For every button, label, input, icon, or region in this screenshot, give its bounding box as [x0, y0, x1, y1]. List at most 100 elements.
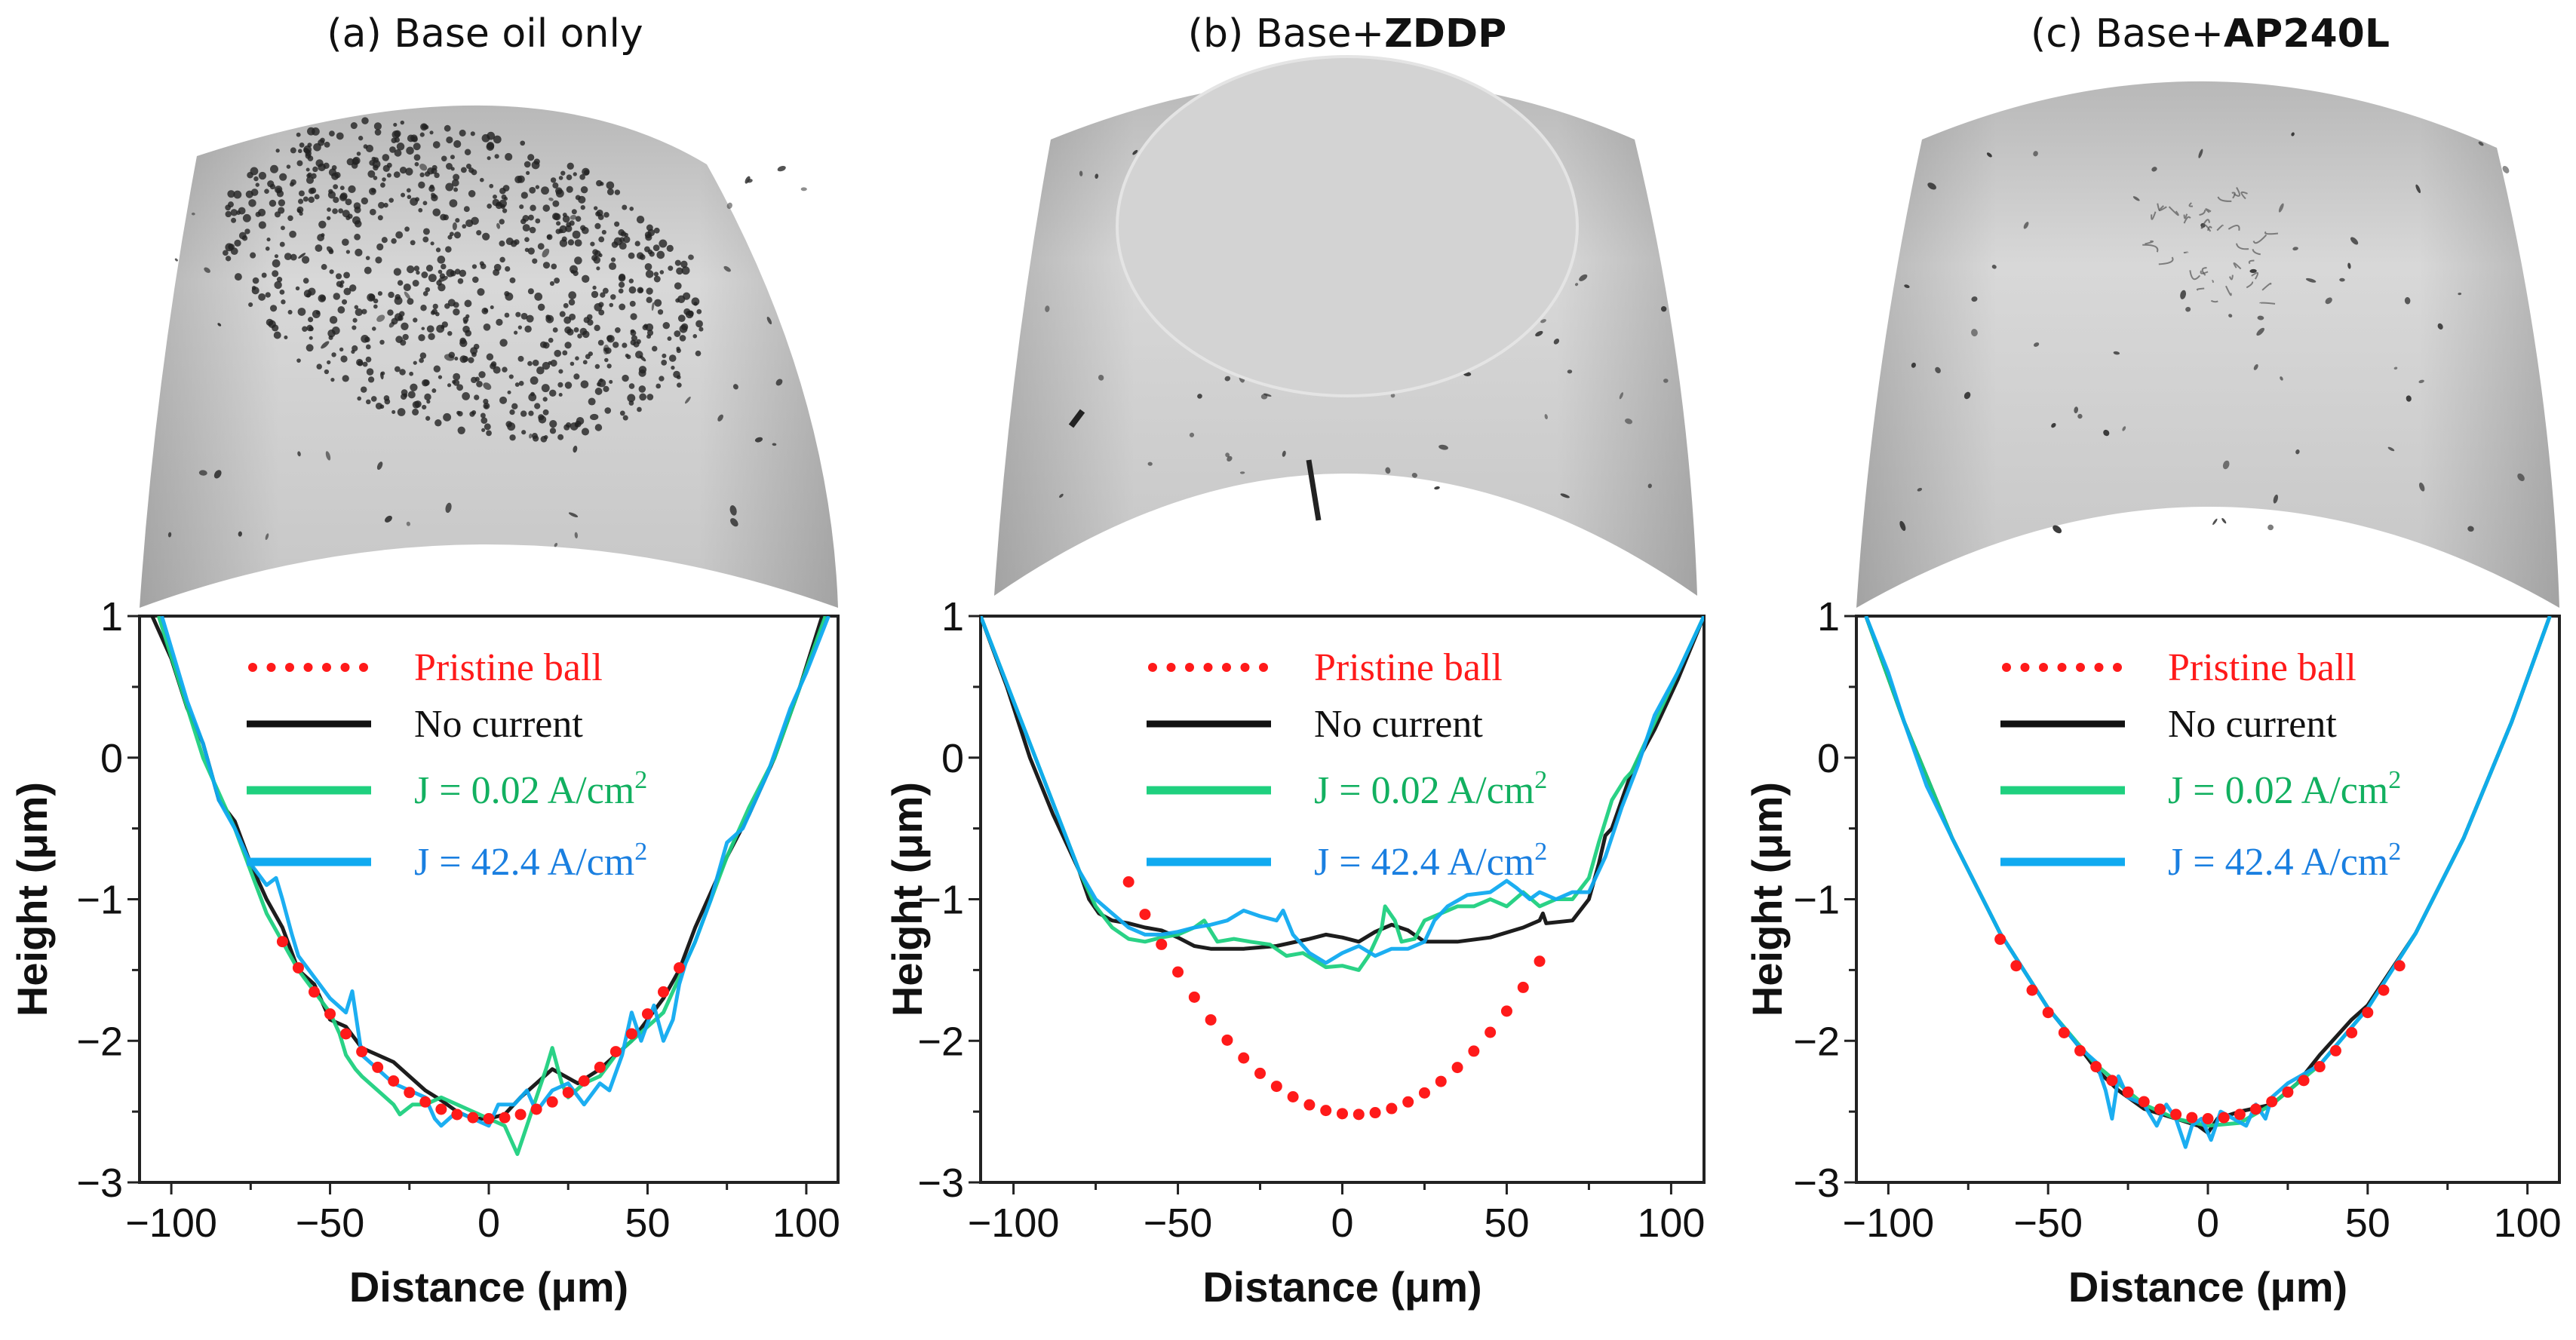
wear-debris	[579, 327, 588, 336]
debris-speck	[1647, 483, 1652, 489]
debris-speck	[2074, 406, 2079, 414]
wear-debris	[284, 335, 288, 339]
panel-title: (c) Base+AP240L	[2031, 11, 2390, 57]
wear-debris	[329, 130, 335, 137]
pristine-ball-point	[499, 1112, 511, 1124]
series-line-j-high	[981, 616, 1704, 965]
wear-debris	[465, 314, 470, 319]
debris-speck	[1917, 487, 1923, 492]
wear-debris	[561, 236, 567, 242]
wear-debris	[407, 391, 416, 399]
x-tick-label: −50	[1144, 1200, 1213, 1246]
wear-debris	[637, 406, 642, 412]
debris-speck	[1434, 486, 1440, 490]
wear-debris	[369, 160, 375, 166]
wear-debris	[635, 351, 643, 359]
wear-debris	[320, 137, 325, 143]
wear-debris	[594, 363, 600, 369]
wear-debris	[432, 208, 441, 216]
legend-label-text: Pristine ball	[1314, 646, 1503, 689]
wear-debris	[604, 407, 612, 414]
pristine-ball-point	[2218, 1112, 2230, 1124]
legend-label: No current	[414, 703, 583, 746]
wear-debris	[556, 221, 561, 226]
wear-debris	[691, 297, 700, 306]
wear-debris	[581, 428, 590, 436]
wear-debris	[631, 335, 638, 342]
wear-debris	[564, 342, 572, 349]
wear-debris	[445, 182, 454, 192]
wear-debris	[597, 339, 604, 346]
wear-debris	[402, 333, 409, 341]
legend-swatch-dot	[303, 663, 313, 672]
wear-debris	[376, 243, 384, 251]
wear-debris	[509, 277, 516, 284]
wear-debris	[483, 402, 490, 409]
wear-debris	[448, 351, 456, 358]
wear-debris	[428, 333, 435, 340]
debris-speck	[2418, 379, 2424, 384]
wear-debris	[303, 290, 312, 298]
wear-debris	[274, 211, 281, 218]
wear-debris	[298, 190, 305, 197]
wear-debris	[484, 423, 491, 431]
wear-debris	[438, 375, 443, 379]
wear-debris	[287, 215, 293, 222]
wear-debris	[312, 166, 318, 173]
wear-debris	[339, 193, 348, 201]
legend-label: Pristine ball	[2168, 646, 2356, 689]
debris-speck	[766, 316, 772, 325]
wear-debris	[328, 189, 333, 195]
wear-debris	[327, 207, 331, 212]
wear-debris	[419, 357, 424, 363]
wear-debris	[618, 281, 625, 288]
y-tick-label: −1	[1793, 878, 1840, 923]
wear-debris	[698, 327, 704, 332]
wear-debris	[496, 318, 503, 326]
debris-speck	[167, 532, 172, 538]
wear-debris	[399, 166, 407, 174]
debris-speck	[321, 341, 330, 349]
wear-debris	[340, 355, 348, 363]
legend-label-sup: 2	[1534, 766, 1547, 794]
pristine-ball-point	[1254, 1067, 1267, 1079]
wear-debris	[315, 159, 324, 167]
x-tick-label: 100	[1637, 1200, 1705, 1246]
wear-debris	[594, 424, 603, 431]
wear-debris	[456, 384, 464, 391]
wear-debris	[404, 226, 410, 232]
wear-debris	[274, 254, 279, 259]
wear-debris	[287, 309, 293, 315]
debris-speck	[2221, 517, 2227, 524]
wear-debris	[500, 204, 505, 210]
pristine-ball-point	[419, 1096, 431, 1108]
wear-debris	[487, 204, 492, 209]
wear-debris	[598, 302, 604, 308]
wear-debris	[286, 164, 291, 169]
debris-speck	[570, 214, 577, 220]
wear-debris	[457, 426, 465, 434]
debris-speck	[2292, 247, 2298, 251]
pristine-ball-point	[2122, 1086, 2134, 1098]
debris-speck	[1438, 444, 1448, 450]
wear-debris	[644, 263, 652, 271]
wear-debris	[328, 168, 337, 176]
wear-debris	[299, 142, 305, 148]
debris-speck	[1899, 520, 1906, 531]
wear-debris	[646, 330, 654, 336]
debris-speck	[1575, 283, 1579, 287]
wear-debris	[496, 201, 502, 207]
wear-debris	[520, 410, 527, 417]
wear-debris	[373, 157, 379, 163]
wear-debris	[524, 237, 530, 242]
panel-title: (b) Base+ZDDP	[1188, 11, 1506, 57]
wear-debris	[459, 269, 467, 278]
wear-debris	[619, 303, 626, 311]
wear-debris	[231, 217, 237, 223]
wear-debris	[401, 389, 408, 396]
y-tick-label: 1	[1817, 594, 1840, 639]
wear-debris	[646, 296, 652, 303]
wear-debris	[465, 163, 471, 170]
wear-debris	[378, 201, 385, 209]
